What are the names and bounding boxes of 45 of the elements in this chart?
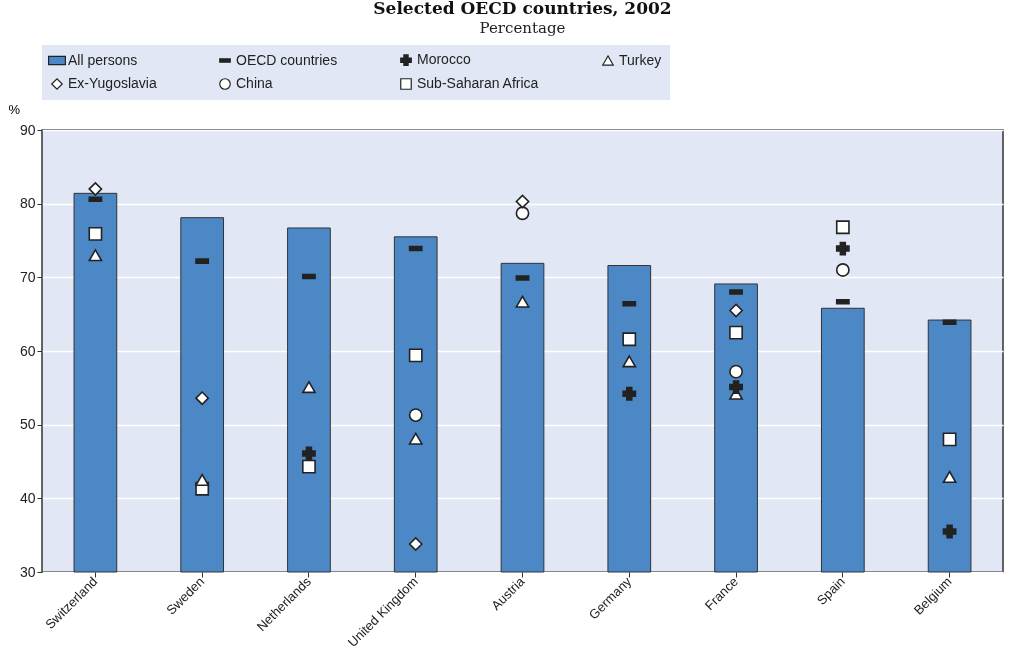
y-tick-label: 70: [19, 268, 36, 285]
legend-label: OECD countries: [236, 51, 338, 68]
legend-label: Ex-Yugoslavia: [68, 75, 157, 91]
y-axis-title: %: [8, 101, 21, 117]
legend-label: Morocco: [417, 51, 471, 68]
point: [302, 459, 316, 474]
legend-label: China: [236, 75, 273, 91]
point: [622, 386, 637, 401]
legend-label: All persons: [68, 51, 138, 68]
y-tick-label: 60: [19, 342, 36, 359]
point: [942, 524, 957, 539]
point: [302, 380, 316, 394]
y-tick-label: 40: [19, 489, 36, 506]
point: [835, 220, 850, 235]
point: [88, 249, 103, 262]
chart-subtitle: Percentage: [479, 19, 566, 37]
point: [408, 537, 423, 551]
point: [729, 303, 743, 318]
y-tick-label: 80: [19, 195, 36, 212]
point: [729, 364, 743, 379]
point: [195, 473, 210, 487]
point: [515, 295, 530, 308]
point: [408, 348, 423, 363]
point: [835, 241, 850, 256]
point: [408, 432, 423, 445]
point: [942, 470, 957, 484]
point: [622, 332, 637, 347]
point: [835, 263, 850, 277]
point: [408, 408, 423, 422]
y-tick-label: 30: [19, 563, 36, 580]
point: [622, 355, 637, 368]
point: [515, 194, 530, 209]
chart-title: Selected OECD countries, 2002: [373, 0, 672, 18]
point: [942, 432, 957, 447]
point: [515, 206, 530, 221]
point: [302, 446, 316, 461]
point: [195, 391, 210, 406]
point: [729, 325, 743, 340]
legend-label: Turkey: [619, 51, 662, 68]
y-tick-label: 50: [19, 416, 36, 433]
point: [88, 226, 103, 241]
point: [729, 380, 743, 395]
point: [88, 182, 103, 196]
y-tick-label: 90: [19, 121, 36, 138]
legend-label: Sub-Saharan Africa: [417, 75, 539, 91]
